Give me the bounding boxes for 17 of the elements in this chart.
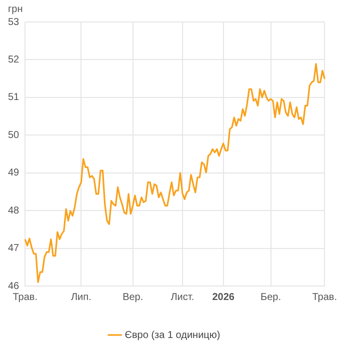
y-tick-label: 52 <box>8 54 20 66</box>
x-tick-label: Вер. <box>122 292 144 303</box>
y-tick-label: 53 <box>8 16 20 28</box>
y-tick-label: 48 <box>8 205 20 216</box>
y-tick-label: 46 <box>8 280 20 292</box>
y-tick-label: 51 <box>8 92 20 104</box>
x-tick-label: 2026 <box>212 292 235 303</box>
x-tick-label: Бер. <box>260 292 281 303</box>
y-tick-label: 47 <box>8 243 20 254</box>
x-tick-label: Лист. <box>170 292 194 303</box>
x-tick-label: Лип. <box>70 292 92 303</box>
y-tick-label: 49 <box>8 168 20 179</box>
y-tick-label: 50 <box>8 130 20 141</box>
x-tick-label: Трав. <box>312 292 337 303</box>
legend-label: Євро (за 1 одиницю) <box>124 330 220 341</box>
x-tick-label: Трав. <box>12 292 38 303</box>
y-axis-title: грн <box>8 4 23 15</box>
